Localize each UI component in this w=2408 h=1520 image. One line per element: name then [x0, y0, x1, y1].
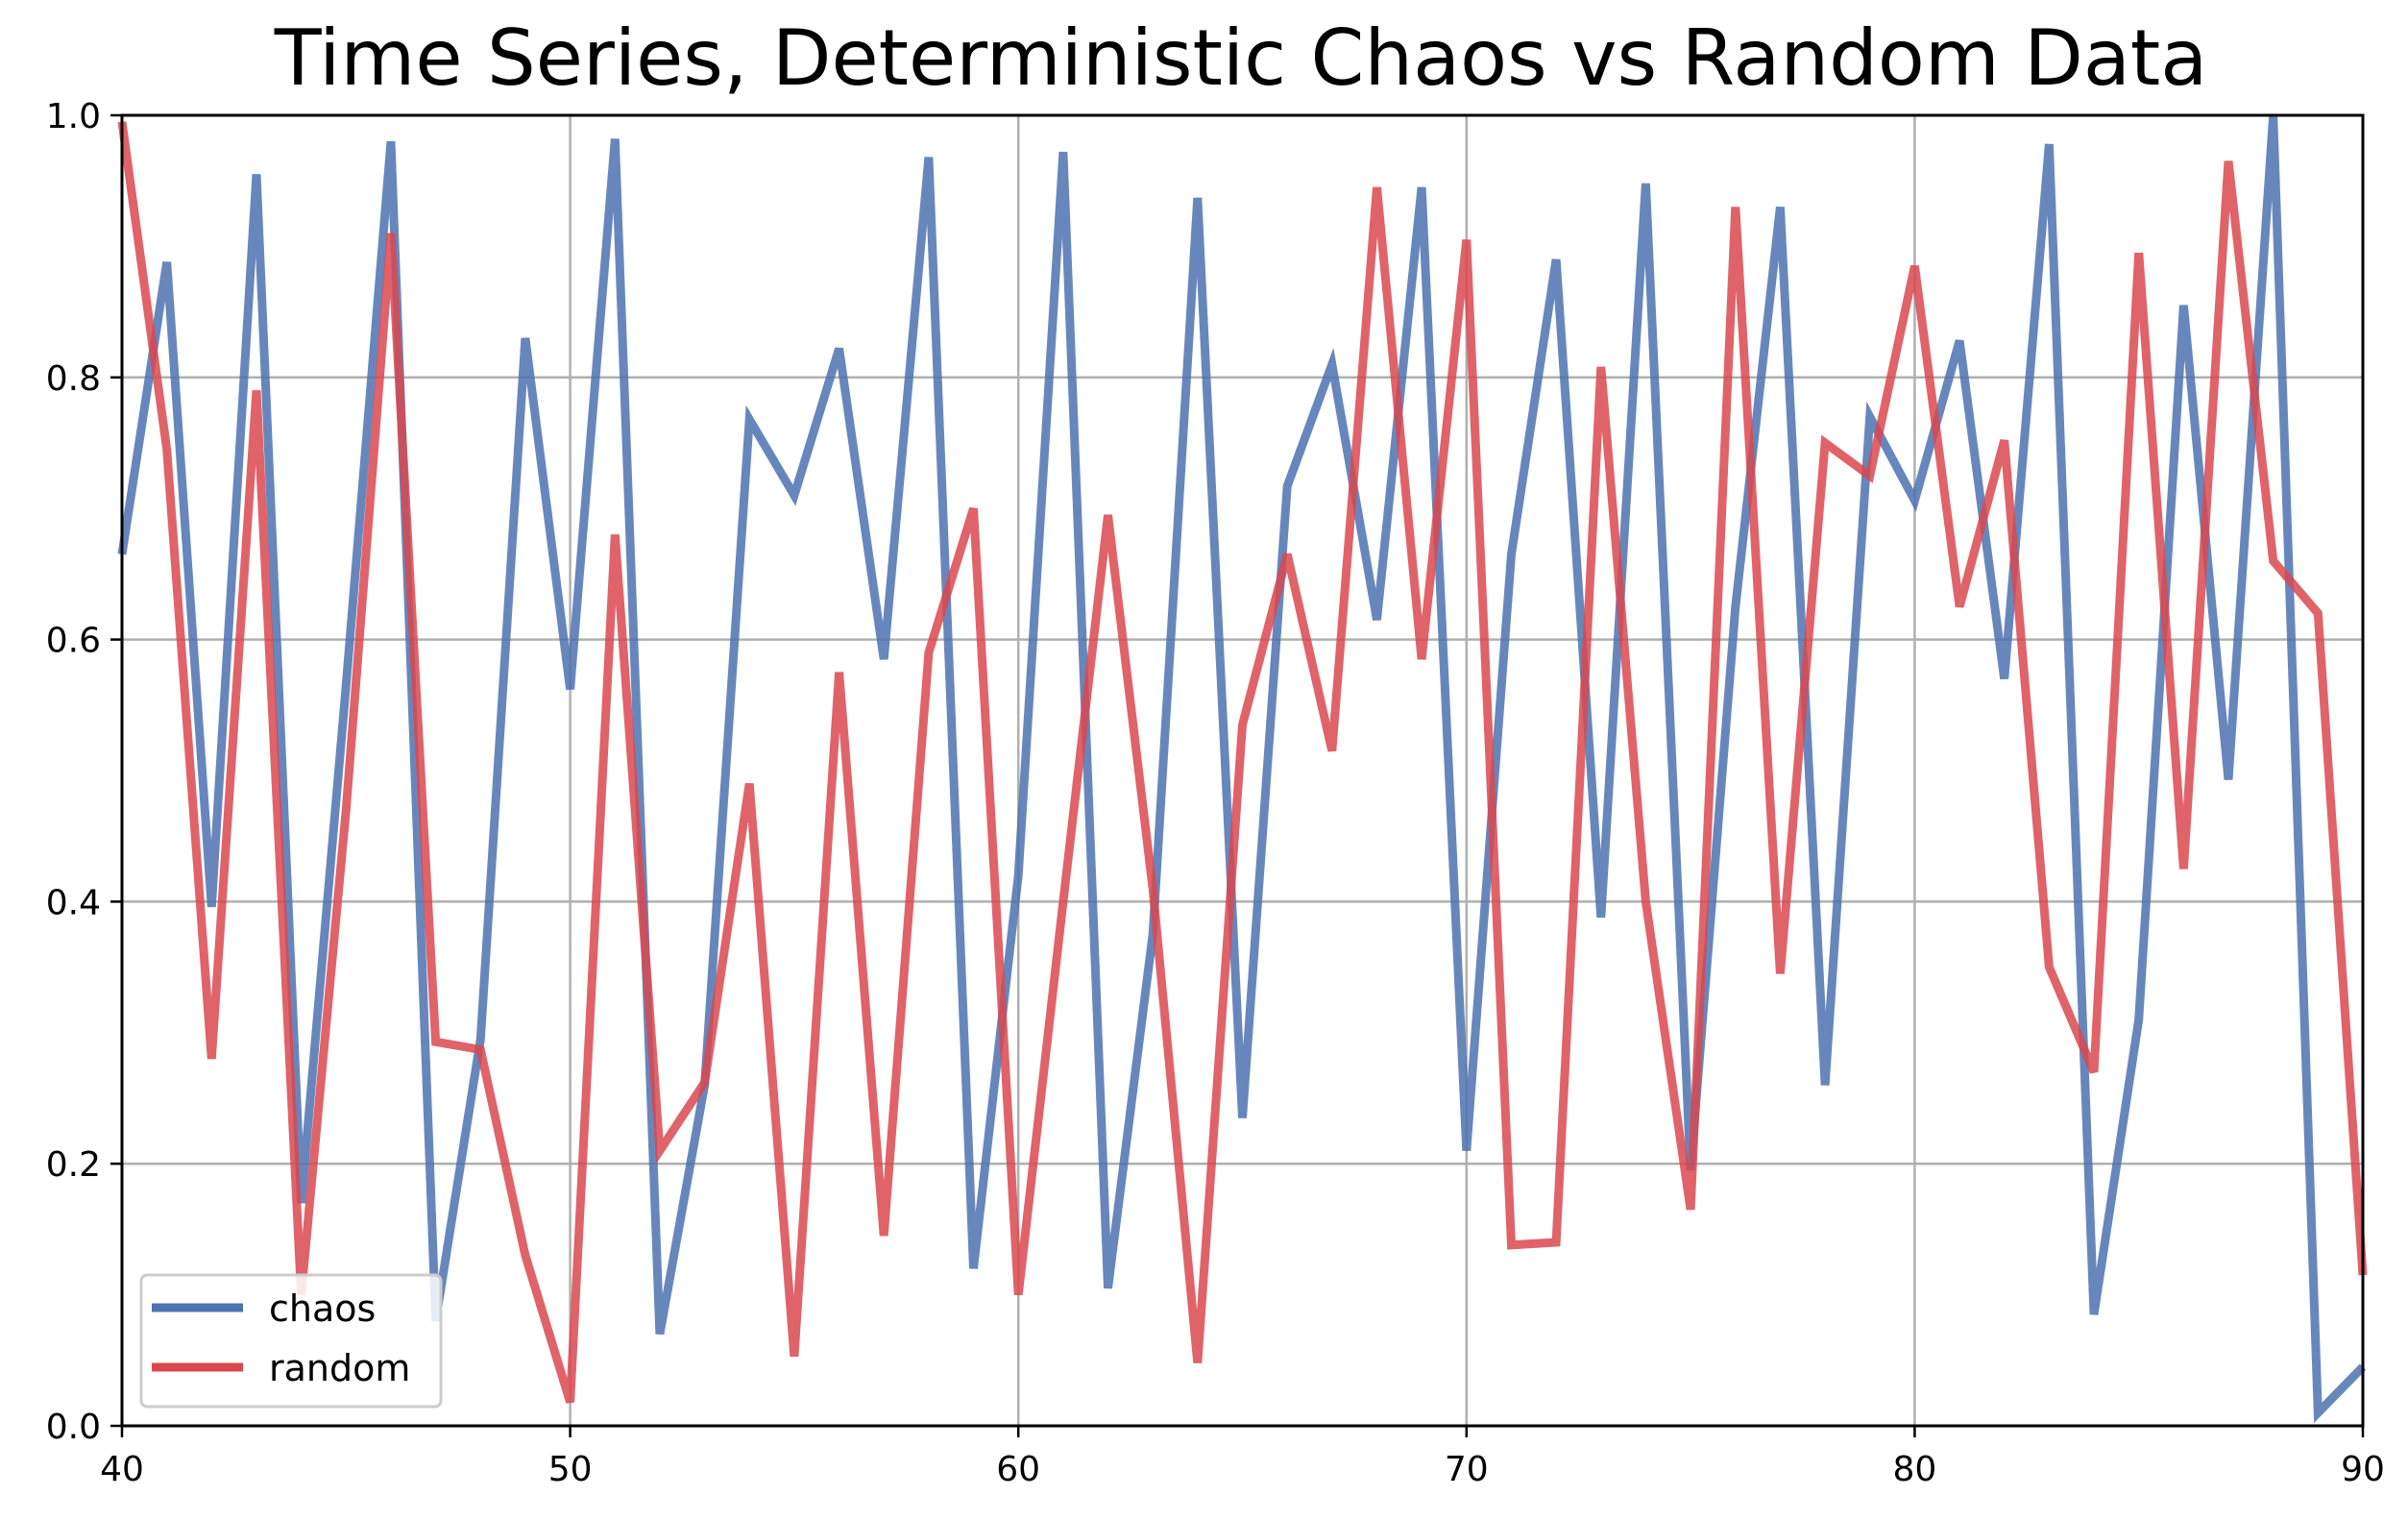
y-tick-label: 0.4 [46, 883, 101, 922]
axis-ticks: 40 50 60 70 80 90 0.0 0.2 0.4 0.6 0.8 1.0 [46, 97, 2385, 1489]
x-tick-label: 60 [996, 1450, 1040, 1489]
y-tick-label: 0.6 [46, 622, 101, 661]
y-tick-label: 0.0 [46, 1408, 101, 1447]
legend: chaos random [139, 1273, 443, 1409]
y-tick-label: 0.2 [46, 1145, 101, 1185]
series-line-chaos [117, 114, 2367, 1424]
y-tick-label: 0.8 [46, 359, 101, 399]
plot-frame [120, 113, 2365, 1428]
x-tick-label: 90 [2341, 1450, 2385, 1489]
x-tick-label: 80 [1892, 1450, 1936, 1489]
x-tick-label: 70 [1445, 1450, 1489, 1489]
chart-title: Time Series, Deterministic Chaos vs Rand… [274, 13, 2208, 103]
legend-label-chaos: chaos [269, 1287, 376, 1330]
y-tick-label: 1.0 [46, 97, 101, 136]
x-tick-label: 40 [100, 1450, 144, 1489]
series-line-random [117, 121, 2368, 1404]
series-lines [117, 114, 2368, 1424]
x-tick-label: 50 [548, 1450, 593, 1489]
legend-label-random: random [269, 1347, 410, 1389]
